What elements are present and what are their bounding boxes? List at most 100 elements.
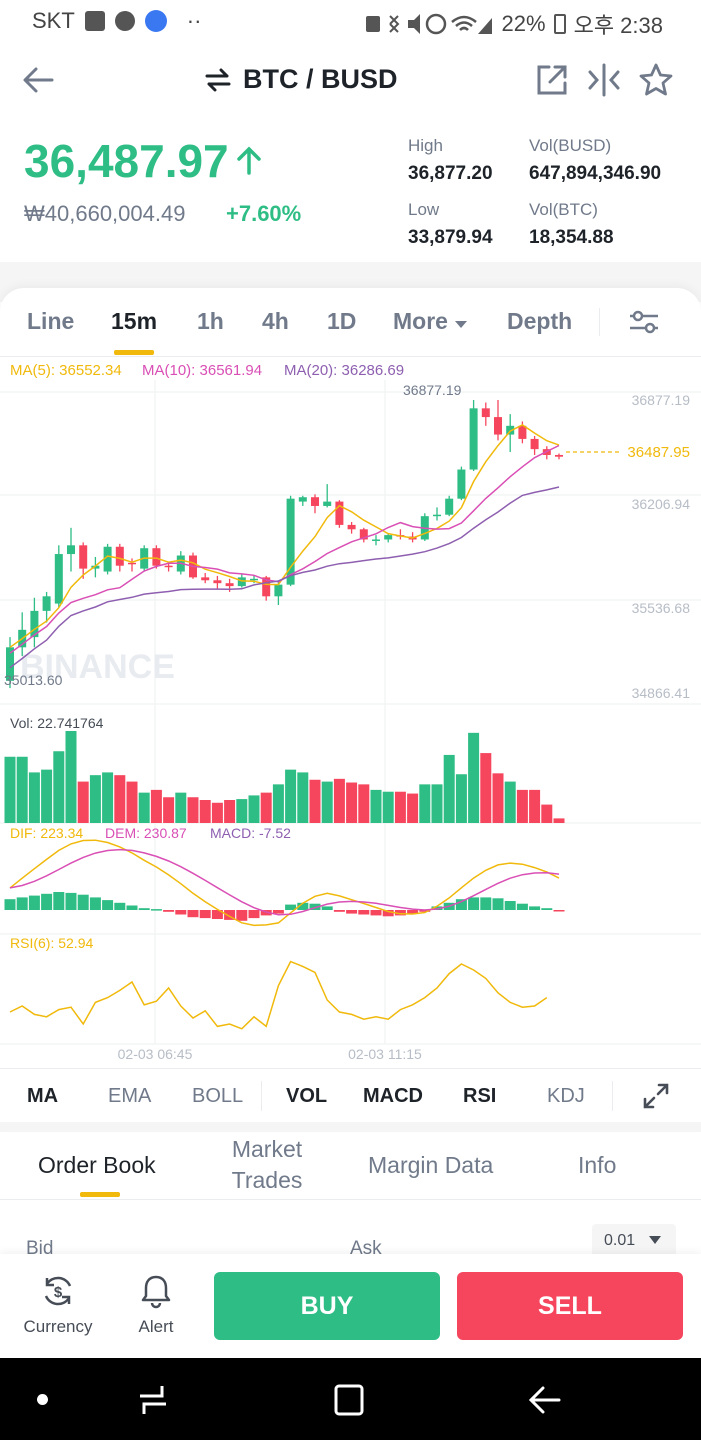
- macd-bar: [16, 897, 28, 910]
- back-arrow-icon[interactable]: [20, 62, 56, 98]
- candle-body: [555, 454, 563, 457]
- precision-select[interactable]: 0.01: [592, 1224, 676, 1258]
- volume-bar: [394, 791, 406, 823]
- volume-bar: [419, 784, 431, 823]
- macd-bar: [492, 898, 504, 910]
- star-icon[interactable]: [638, 62, 674, 98]
- vol-legend: Vol: 22.741764: [10, 715, 104, 731]
- home-icon[interactable]: [333, 1382, 365, 1418]
- vol-base-value: 18,354.88: [529, 227, 614, 248]
- tab-margin-data[interactable]: Margin Data: [368, 1152, 494, 1178]
- macd-bar: [126, 905, 138, 910]
- macd-bar: [248, 910, 260, 919]
- volume-bar: [65, 731, 77, 823]
- volume-bar: [224, 800, 236, 823]
- candle-body: [335, 501, 344, 525]
- more-notifications-icon: ··: [186, 8, 202, 33]
- vol-base-label: Vol(BTC): [529, 200, 598, 219]
- compare-icon[interactable]: [586, 62, 622, 98]
- macd-bar: [529, 906, 541, 910]
- volume-bar: [443, 754, 455, 823]
- candle-body: [103, 546, 112, 572]
- ind-ema[interactable]: EMA: [108, 1085, 152, 1107]
- recent-apps-icon[interactable]: [136, 1382, 170, 1418]
- precision-value: 0.01: [604, 1232, 636, 1249]
- ind-divider: [261, 1081, 262, 1111]
- tab-1d[interactable]: 1D: [327, 308, 357, 334]
- tab-more[interactable]: More: [393, 308, 468, 335]
- dem-line: [9, 848, 560, 916]
- market-tabs: Order Book Market Trades Margin Data Inf…: [0, 1132, 701, 1200]
- lock-icon: [365, 16, 380, 32]
- ind-vol[interactable]: VOL: [286, 1085, 328, 1107]
- candle-body: [323, 501, 332, 506]
- macd-bar: [394, 910, 406, 916]
- tab-market-trades[interactable]: Market Trades: [231, 1136, 303, 1193]
- currency-button[interactable]: $ Currency: [18, 1272, 98, 1337]
- candle-body: [152, 548, 161, 566]
- candle-body: [494, 417, 502, 435]
- macd-bar: [114, 902, 126, 910]
- nav-back-icon[interactable]: [528, 1382, 562, 1418]
- macd-bar: [516, 903, 528, 910]
- macd-bar: [553, 910, 565, 912]
- macd-bar: [211, 910, 223, 919]
- fullscreen-icon[interactable]: [641, 1081, 671, 1111]
- volume-bar: [77, 781, 89, 823]
- candle-body: [128, 562, 136, 565]
- volume-bar: [28, 772, 40, 823]
- up-arrow-icon: [236, 146, 261, 175]
- candle-body: [237, 577, 246, 587]
- volume-bar: [126, 781, 138, 823]
- sell-button[interactable]: SELL: [457, 1272, 683, 1340]
- candle-body: [445, 498, 454, 515]
- status-bar: SKT ·· 22% 오후 2:38: [0, 0, 701, 44]
- tab-depth[interactable]: Depth: [507, 308, 573, 334]
- vol-quote-value: 647,894,346.90: [529, 163, 662, 184]
- candle-body: [115, 546, 124, 566]
- tab-info[interactable]: Info: [578, 1152, 617, 1178]
- macd-bar: [272, 910, 284, 914]
- volume-bar: [260, 792, 272, 823]
- pair-title[interactable]: BTC / BUSD: [205, 64, 398, 95]
- volume-bar: [480, 753, 492, 823]
- ind-rsi[interactable]: RSI: [463, 1085, 497, 1107]
- candles: [6, 400, 563, 689]
- volume-bar: [175, 792, 187, 823]
- macd-bar: [468, 897, 480, 910]
- buy-button[interactable]: BUY: [214, 1272, 440, 1340]
- tab-line[interactable]: Line: [27, 308, 75, 334]
- volume-bar: [150, 789, 162, 823]
- tab-1h[interactable]: 1h: [197, 308, 224, 334]
- macd-histogram: [4, 892, 565, 921]
- nav-dot-icon[interactable]: [37, 1394, 48, 1405]
- ind-ma[interactable]: MA: [27, 1085, 59, 1107]
- macd-bar: [407, 910, 419, 914]
- ask-header: Ask: [350, 1238, 382, 1259]
- ind-kdj[interactable]: KDJ: [547, 1085, 585, 1107]
- chart-settings-icon[interactable]: [628, 308, 660, 336]
- candle-body: [30, 610, 39, 638]
- rsi-legend: RSI(6): 52.94: [10, 935, 93, 951]
- share-icon[interactable]: [534, 62, 570, 98]
- ma5-line: [9, 424, 560, 648]
- volume-bar: [138, 792, 150, 823]
- tab-15m[interactable]: 15m: [111, 308, 158, 334]
- ind-boll[interactable]: BOLL: [192, 1085, 244, 1107]
- carrier-label: SKT: [32, 8, 75, 33]
- volume-bar: [4, 756, 16, 823]
- krw-price: ₩40,660,004.49: [24, 201, 186, 226]
- tab-order-book[interactable]: Order Book: [38, 1152, 156, 1178]
- bid-header: Bid: [26, 1238, 54, 1259]
- dif-line: [9, 839, 560, 927]
- kline-chart[interactable]: BINANCE 36877.19 36206.94 35536.68 34866…: [0, 380, 701, 1066]
- volume-bar: [529, 789, 541, 823]
- cube-icon: [114, 11, 135, 31]
- alert-label: Alert: [138, 1317, 174, 1336]
- tab-more-label: More: [393, 308, 448, 334]
- alert-button[interactable]: Alert: [116, 1272, 196, 1337]
- tab-4h[interactable]: 4h: [262, 308, 289, 334]
- ind-macd[interactable]: MACD: [363, 1085, 423, 1107]
- volume-bar: [53, 751, 65, 823]
- change-percent: +7.60%: [226, 201, 302, 226]
